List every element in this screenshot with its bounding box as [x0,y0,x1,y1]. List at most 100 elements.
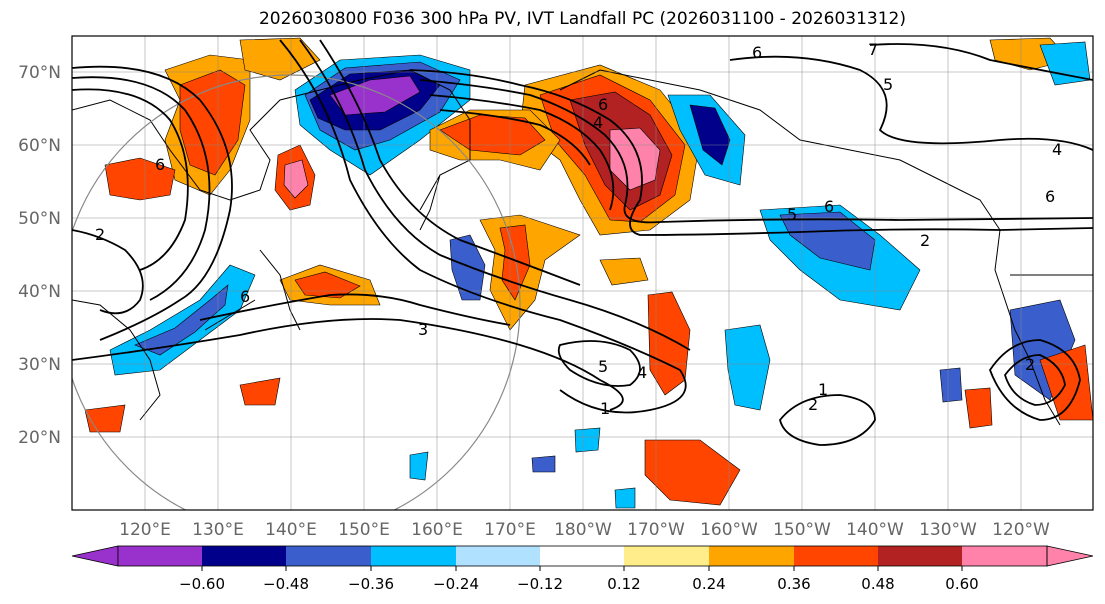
shade-positive-south [644,439,741,506]
shade-positive-manchuria [104,157,176,201]
colorbar-tick-label: 0.60 [945,575,978,593]
shade-positive-dateline [647,291,691,396]
contour-label: 6 [752,43,762,62]
contour-label: 1 [818,380,828,399]
contour-label: 2 [95,225,105,244]
lon-tick-label: 130°W [919,520,977,540]
pv-contour-5 [299,39,691,351]
contour-label: 3 [418,320,428,339]
pv-contour-11 [429,94,615,211]
shade-positive-subtropic [599,257,649,286]
contour-label: 5 [883,75,893,94]
pv-contour-14 [779,394,876,446]
contour-label: 4 [1052,140,1062,159]
lat-tick-label: 50°N [18,209,61,229]
contour-label: 2 [920,231,930,250]
contour-label: 2 [808,395,818,414]
colorbar-ticks [201,566,963,571]
shade-negative-tropic4 [531,455,556,473]
shade-negative-hawaii [724,324,771,411]
shade-negative-tropic3 [614,487,636,509]
shade-negative-japan [109,264,256,376]
shade-negative-west [939,367,963,403]
contour-label: 7 [868,40,878,59]
shade-positive-baja [964,387,993,429]
colorbar-swatch [118,546,202,566]
lon-tick-label: 140°W [846,520,904,540]
colorbar: −0.60 −0.48 −0.36 −0.24 −0.12 0.12 0.24 … [71,545,1094,593]
lat-tick-label: 20°N [18,428,61,448]
colorbar-swatch [286,546,371,566]
contour-label: 6 [598,95,608,114]
colorbar-tick-label: −0.48 [263,575,309,593]
lat-axis: 70°N 60°N 50°N 40°N 30°N 20°N [18,63,61,448]
colorbar-tick-label: −0.36 [348,575,394,593]
lon-tick-label: 180°W [554,520,612,540]
radius-circle [72,74,521,510]
lon-tick-label: 170°E [484,520,536,540]
shade-positive-phil [84,404,126,433]
shade-positive-arctic-top [239,37,321,81]
colorbar-tick-label: 0.36 [777,575,810,593]
map-title: 2026030800 F036 300 hPa PV, IVT Landfall… [258,9,906,29]
lat-tick-label: 60°N [18,136,61,156]
lat-tick-label: 30°N [18,355,61,375]
contour-label: 4 [637,363,647,382]
shade-negative-alaska-core [689,104,731,166]
colorbar-swatch [371,546,456,566]
pv-contour-18 [869,43,1093,81]
pv-contour-12 [439,109,591,166]
pv-contours [72,39,1093,446]
lon-tick-label: 150°W [773,520,831,540]
lon-tick-label: 160°E [411,520,463,540]
pv-contour-19 [72,229,144,315]
contour-label: 6 [240,287,250,306]
colorbar-swatch [624,546,709,566]
pv-contour-9 [409,69,1093,236]
colorbar-swatch [878,546,962,566]
colorbar-swatch [540,546,624,566]
coast-japan [204,249,301,331]
pv-contour-1 [72,65,233,341]
contour-labels: 6 7 5 4 6 4 6 6 5 6 2 2 6 3 5 4 1 1 2 2 [95,40,1062,418]
shade-positive-tropic [239,377,281,406]
pv-contour-6 [319,39,581,286]
map-frame [71,35,1094,511]
contour-label: 4 [593,113,603,132]
gridlines [72,36,1093,510]
contour-label: 2 [1025,355,1035,374]
shade-negative-midpac [449,234,486,301]
colorbar-tick-label: −0.12 [517,575,563,593]
lon-tick-label: 140°E [265,520,317,540]
pv-contour-15 [988,339,1081,421]
colorbar-tick-label: 0.24 [692,575,725,593]
shade-positive-kamchatka-peak [283,159,309,199]
colorbar-swatch [794,546,878,566]
pv-contour-2 [72,76,211,301]
shade-negative-gulf-core [779,211,876,271]
contour-label: 6 [155,155,165,174]
colorbar-tick-label: 0.48 [861,575,894,593]
shade-positive-neasia-core [179,69,246,176]
pv-contour-7 [72,318,624,411]
shade-negative-tropic1 [409,451,429,481]
colorbar-swatch [962,546,1047,566]
colorbar-swatch [709,546,794,566]
colorbar-swatch [456,546,540,566]
contour-label: 6 [1045,187,1055,206]
contour-label: 1 [600,399,610,418]
colorbar-extend-high [1046,545,1094,567]
lon-tick-label: 160°W [700,520,758,540]
colorbar-tick-labels: −0.60 −0.48 −0.36 −0.24 −0.12 0.12 0.24 … [179,575,979,593]
shade-negative-japan-core [134,284,229,356]
shade-positive-japan-core [294,271,361,299]
pv-contour-3 [72,88,189,271]
contour-label: 5 [787,205,797,224]
colorbar-swatch [202,546,286,566]
coast-china [72,299,161,421]
lat-tick-label: 70°N [18,63,61,83]
lon-tick-label: 170°W [627,520,685,540]
colorbar-tick-label: −0.24 [433,575,479,593]
lon-tick-label: 120°E [119,520,171,540]
lon-tick-label: 130°E [192,520,244,540]
